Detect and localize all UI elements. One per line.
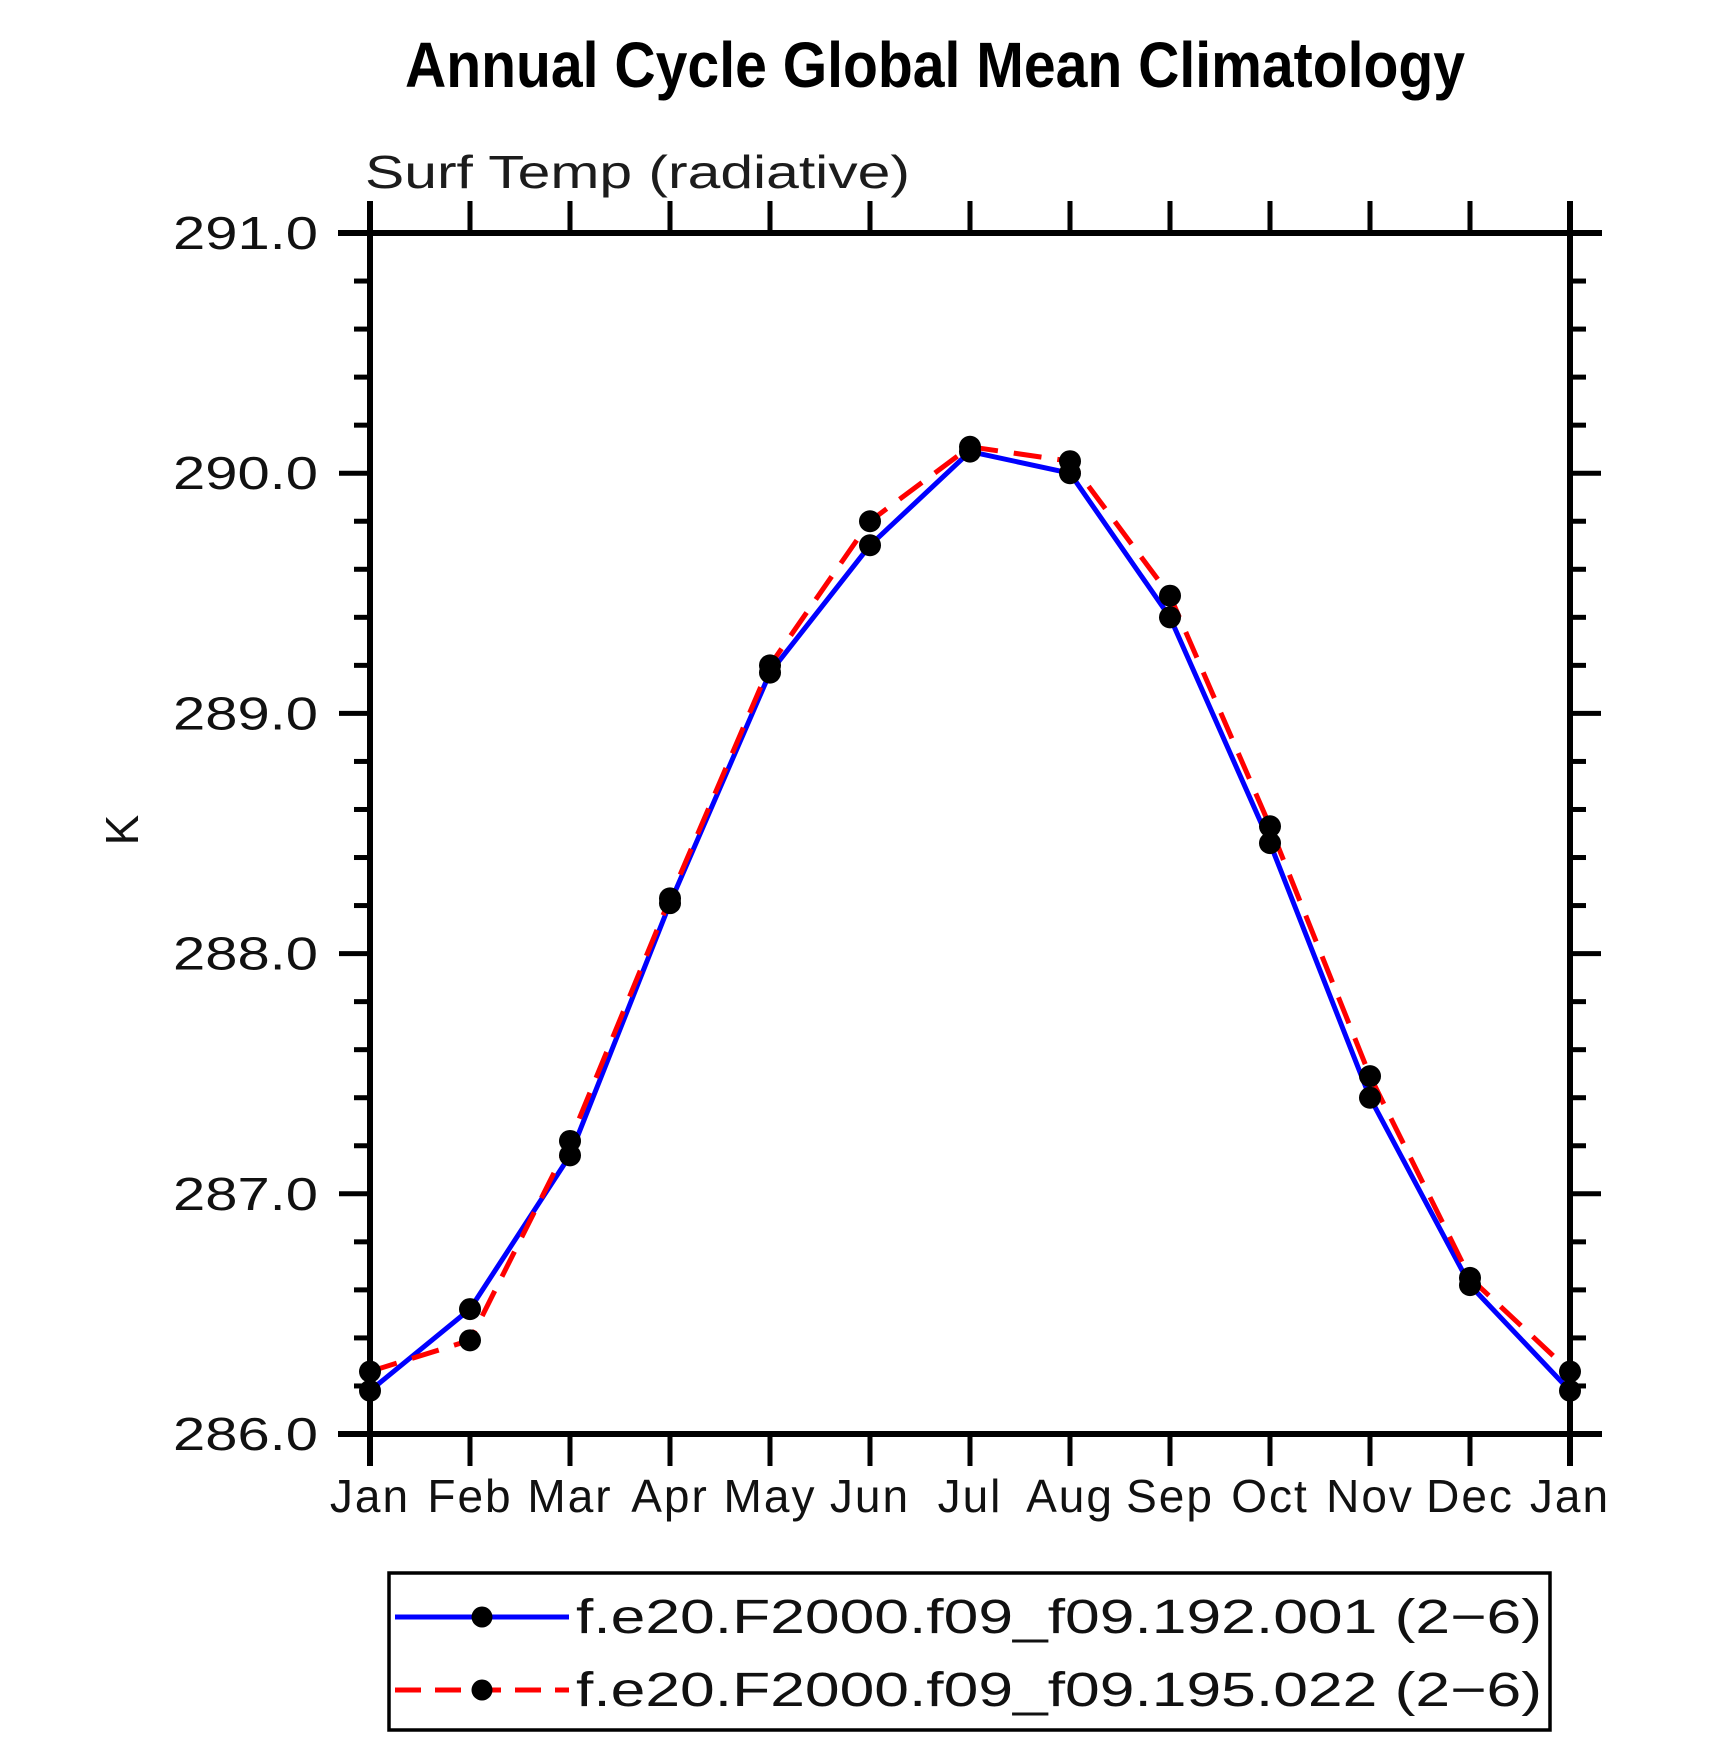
data-point-series-0 bbox=[1359, 1086, 1381, 1109]
data-point-series-1 bbox=[359, 1360, 381, 1383]
x-tick-label: Mar bbox=[527, 1470, 612, 1522]
data-point-series-1 bbox=[1159, 584, 1181, 607]
y-tick-label: 287.0 bbox=[173, 1168, 318, 1220]
x-tick-label: Dec bbox=[1426, 1470, 1514, 1522]
x-tick-label: Jun bbox=[830, 1470, 910, 1522]
data-point-series-0 bbox=[459, 1298, 481, 1321]
data-point-series-0 bbox=[1559, 1379, 1581, 1402]
legend-marker-0 bbox=[471, 1606, 493, 1628]
data-point-series-1 bbox=[1259, 815, 1281, 838]
x-tick-label: Jan bbox=[1530, 1470, 1610, 1522]
x-tick-label: Feb bbox=[427, 1470, 512, 1522]
y-tick-label: 288.0 bbox=[173, 928, 318, 980]
data-point-series-1 bbox=[459, 1329, 481, 1352]
legend-marker-1 bbox=[471, 1679, 493, 1701]
y-tick-label: 290.0 bbox=[173, 447, 318, 499]
data-point-series-1 bbox=[1459, 1266, 1481, 1289]
x-tick-label: Jul bbox=[938, 1470, 1003, 1522]
legend-entry-label: f.e20.F2000.f09_f09.195.022 (2−6) bbox=[576, 1664, 1542, 1717]
x-tick-label: Apr bbox=[631, 1470, 709, 1522]
y-tick-label: 286.0 bbox=[173, 1408, 318, 1460]
legend-entry-label: f.e20.F2000.f09_f09.192.001 (2−6) bbox=[576, 1591, 1542, 1644]
chart-title: Annual Cycle Global Mean Climatology bbox=[405, 29, 1465, 101]
legend-box bbox=[387, 1571, 1552, 1732]
x-tick-label: Aug bbox=[1026, 1470, 1114, 1522]
x-tick-label: Nov bbox=[1326, 1470, 1414, 1522]
data-point-series-1 bbox=[559, 1129, 581, 1152]
data-point-series-1 bbox=[959, 435, 981, 458]
data-point-series-1 bbox=[859, 510, 881, 533]
data-point-series-0 bbox=[1159, 606, 1181, 629]
y-axis-label: K bbox=[96, 814, 148, 845]
x-tick-label: Sep bbox=[1126, 1470, 1214, 1522]
data-point-series-1 bbox=[1559, 1360, 1581, 1383]
data-point-series-0 bbox=[1259, 832, 1281, 855]
x-tick-label: May bbox=[724, 1470, 817, 1522]
data-point-series-0 bbox=[359, 1379, 381, 1402]
y-tick-label: 289.0 bbox=[173, 687, 318, 739]
x-tick-label: Jan bbox=[330, 1470, 410, 1522]
data-point-series-1 bbox=[1359, 1065, 1381, 1088]
data-point-series-1 bbox=[759, 654, 781, 677]
series-line-1 bbox=[369, 444, 1572, 1374]
data-point-series-1 bbox=[659, 887, 681, 910]
chart-subtitle: Surf Temp (radiative) bbox=[365, 146, 910, 198]
series-layer bbox=[359, 435, 1581, 1402]
x-tick-label: Oct bbox=[1231, 1470, 1309, 1522]
y-tick-label: 291.0 bbox=[173, 207, 318, 259]
axes-layer: Jan Feb Mar Apr May Jun Jul Aug Sep Oct Nov Dec Jan2… bbox=[173, 201, 1610, 1522]
series-line-0 bbox=[368, 449, 1572, 1393]
legend-layer: f.e20.F2000.f09_f09.192.001 (2−6) f.e20.F… bbox=[387, 1571, 1552, 1732]
data-point-series-0 bbox=[859, 534, 881, 557]
data-point-series-1 bbox=[1059, 450, 1081, 473]
